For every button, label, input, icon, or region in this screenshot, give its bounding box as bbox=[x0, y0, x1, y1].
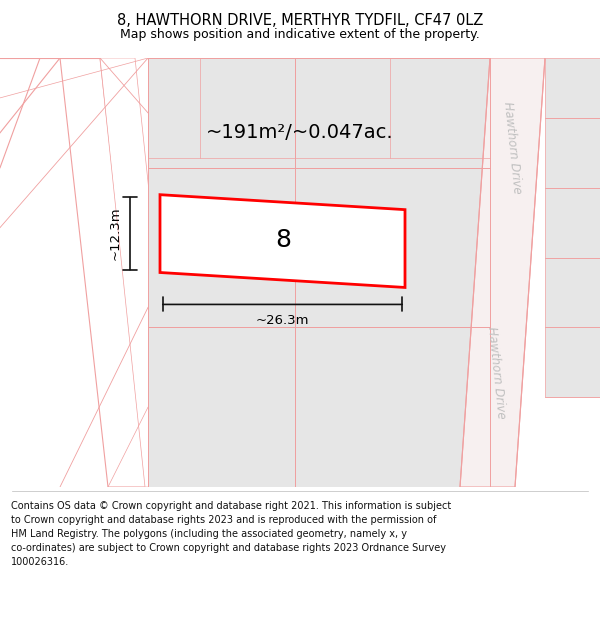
Text: ~26.3m: ~26.3m bbox=[256, 314, 309, 328]
Polygon shape bbox=[148, 328, 295, 487]
Polygon shape bbox=[160, 194, 405, 288]
Text: 8: 8 bbox=[275, 228, 291, 252]
Polygon shape bbox=[148, 58, 490, 487]
Polygon shape bbox=[295, 58, 490, 168]
Polygon shape bbox=[545, 118, 600, 188]
Text: ~191m²/~0.047ac.: ~191m²/~0.047ac. bbox=[206, 123, 394, 142]
Polygon shape bbox=[60, 58, 148, 487]
Polygon shape bbox=[295, 328, 490, 487]
Polygon shape bbox=[460, 58, 545, 487]
Polygon shape bbox=[545, 258, 600, 328]
Text: Hawthorn Drive: Hawthorn Drive bbox=[485, 326, 508, 419]
Polygon shape bbox=[100, 58, 180, 487]
Polygon shape bbox=[545, 188, 600, 258]
Polygon shape bbox=[545, 328, 600, 398]
Text: ~12.3m: ~12.3m bbox=[109, 207, 122, 261]
Polygon shape bbox=[545, 58, 600, 118]
Text: Map shows position and indicative extent of the property.: Map shows position and indicative extent… bbox=[120, 28, 480, 41]
Polygon shape bbox=[148, 58, 295, 168]
Text: Contains OS data © Crown copyright and database right 2021. This information is : Contains OS data © Crown copyright and d… bbox=[11, 501, 451, 567]
Text: Hawthorn Drive: Hawthorn Drive bbox=[500, 101, 523, 194]
Text: 8, HAWTHORN DRIVE, MERTHYR TYDFIL, CF47 0LZ: 8, HAWTHORN DRIVE, MERTHYR TYDFIL, CF47 … bbox=[117, 12, 483, 28]
